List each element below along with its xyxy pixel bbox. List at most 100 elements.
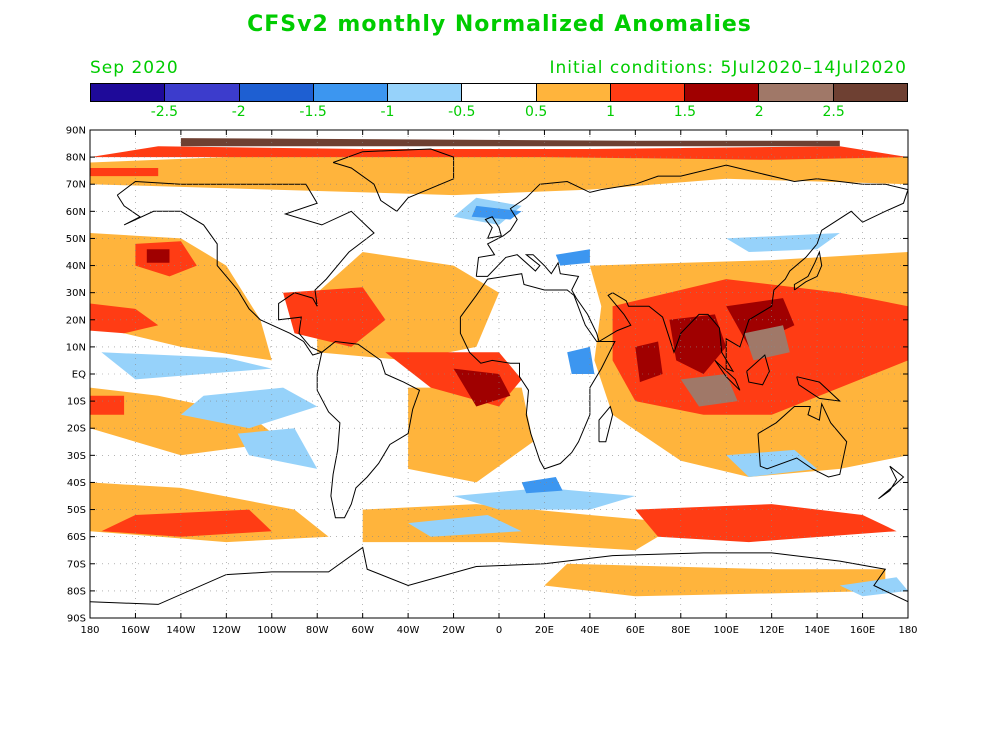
lon-label: 40W xyxy=(397,625,420,636)
lat-label: 20S xyxy=(67,424,86,435)
colorbar-swatch xyxy=(239,84,314,101)
anomaly-region xyxy=(453,368,511,407)
lat-label: 40N xyxy=(66,261,86,272)
lat-label: 60S xyxy=(67,532,86,543)
anomaly-region xyxy=(90,387,284,456)
lat-label: 90S xyxy=(67,614,86,625)
lon-label: 140W xyxy=(166,625,195,636)
anomaly-fields xyxy=(90,138,908,597)
lat-label: 30S xyxy=(67,451,86,462)
anomaly-region xyxy=(237,428,318,469)
valid-month-label: Sep 2020 xyxy=(90,58,179,78)
lon-label: 100E xyxy=(714,625,739,636)
colorbar-label: 1 xyxy=(606,104,615,120)
colorbar-label: 2 xyxy=(754,104,764,120)
coastline xyxy=(484,216,502,239)
lat-label: 10S xyxy=(67,397,86,408)
colorbar-swatch xyxy=(685,84,760,101)
lat-label: EQ xyxy=(72,370,86,381)
colorbar-swatch xyxy=(91,84,166,101)
anomaly-region xyxy=(635,504,897,543)
coastline xyxy=(796,376,842,402)
lat-label: 20N xyxy=(66,315,86,326)
lon-label: 100W xyxy=(257,625,286,636)
colorbar-label: 2.5 xyxy=(822,104,845,120)
anomaly-region xyxy=(839,577,908,597)
anomaly-region xyxy=(362,504,681,551)
anomaly-region xyxy=(680,374,738,407)
anomaly-region xyxy=(726,233,840,252)
anomaly-region xyxy=(567,346,595,374)
lon-label: 60W xyxy=(351,625,374,636)
lat-label: 80N xyxy=(66,153,86,164)
lat-label: 80S xyxy=(67,586,86,597)
anomaly-region xyxy=(180,387,318,429)
anomaly-region xyxy=(635,341,663,383)
coastline xyxy=(714,360,741,391)
anomaly-region xyxy=(669,314,727,374)
lon-label: 60E xyxy=(626,625,645,636)
colorbar-swatch xyxy=(462,84,537,101)
anomaly-region xyxy=(90,395,125,415)
coastline xyxy=(757,402,848,478)
lat-label: 40S xyxy=(67,478,86,489)
colorbar-label: -2 xyxy=(231,104,246,120)
anomaly-region xyxy=(180,138,840,147)
anomaly-region xyxy=(90,168,159,177)
coastline xyxy=(793,250,823,291)
colorbar-label: -2.5 xyxy=(150,104,179,120)
colorbar-label: 1.5 xyxy=(673,104,697,120)
anomaly-region xyxy=(544,563,886,597)
anomaly-region xyxy=(101,509,272,537)
anomaly-region xyxy=(408,387,534,483)
coastline xyxy=(116,180,375,356)
anomaly-region xyxy=(101,352,272,380)
graticule xyxy=(90,130,908,618)
lon-label: 120W xyxy=(212,625,241,636)
lat-label: 70S xyxy=(67,559,86,570)
anomaly-region xyxy=(471,205,522,220)
colorbar-swatch xyxy=(536,84,611,101)
lat-label: 70N xyxy=(66,180,86,191)
lat-label: 50N xyxy=(66,234,86,245)
lon-label: 180 xyxy=(898,625,917,636)
anomaly-region xyxy=(521,477,563,494)
initial-conditions-label: Initial conditions: 5Jul2020–14Jul2020 xyxy=(549,58,907,78)
lat-label: 10N xyxy=(66,342,86,353)
anomaly-region xyxy=(283,287,386,347)
lon-label: 80W xyxy=(306,625,329,636)
colorbar-swatch xyxy=(388,84,463,101)
colorbar-label: -1.5 xyxy=(299,104,327,120)
lat-label: 90N xyxy=(66,126,86,137)
lon-label: 20W xyxy=(442,625,465,636)
coastline xyxy=(746,354,770,386)
lon-label: 80E xyxy=(671,625,690,636)
anomaly-region xyxy=(408,515,522,537)
colorbar-swatch xyxy=(833,84,907,101)
lon-label: 40E xyxy=(580,625,599,636)
coastline xyxy=(475,164,908,373)
coastline xyxy=(332,148,455,212)
anomaly-region xyxy=(146,249,170,263)
chart-title: CFSv2 monthly Normalized Anomalies xyxy=(247,12,752,37)
lon-label: 120E xyxy=(759,625,784,636)
lat-label: 60N xyxy=(66,207,86,218)
anomaly-region xyxy=(453,487,636,510)
anomaly-region xyxy=(90,303,159,334)
colorbar-label: 0.5 xyxy=(525,104,548,120)
colorbar-swatch xyxy=(165,84,240,101)
colorbar-swatch xyxy=(759,84,834,101)
anomaly-region xyxy=(555,249,590,266)
anomaly-region xyxy=(90,146,908,160)
anomaly-region xyxy=(726,449,818,477)
anomaly-region xyxy=(726,298,795,347)
anomaly-region xyxy=(744,325,790,361)
colorbar xyxy=(90,83,908,102)
coastline xyxy=(316,340,421,519)
map-axes: 90N 80N 70N 60N 50N 40N 30N 20N 10N EQ 10S 20S 30S 40… xyxy=(66,126,918,637)
colorbar-swatch xyxy=(313,84,389,101)
colorbar-label: -0.5 xyxy=(448,104,476,120)
colorbar-label: -1 xyxy=(380,104,395,120)
lon-label: 160E xyxy=(850,625,875,636)
lon-label: 20E xyxy=(535,625,554,636)
